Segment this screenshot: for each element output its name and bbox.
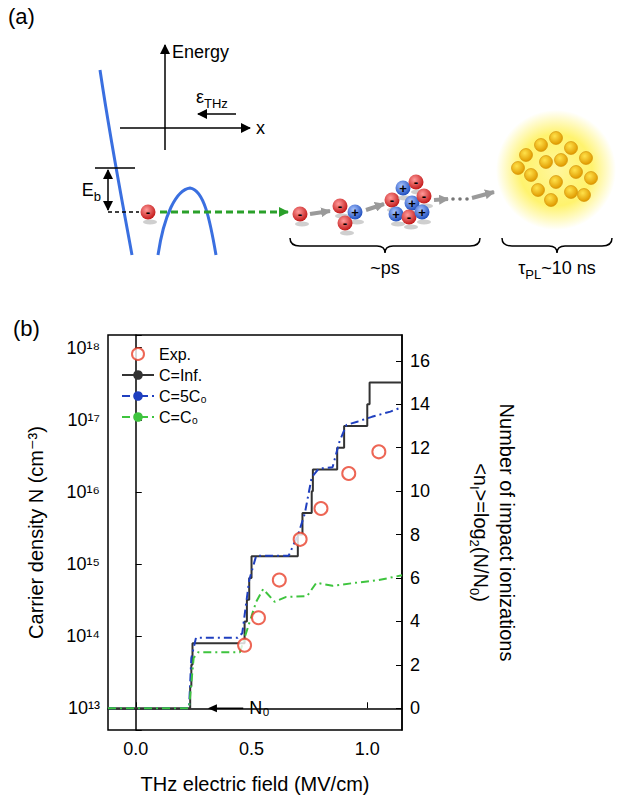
svg-text:12: 12 bbox=[410, 438, 430, 458]
svg-text:10¹⁶: 10¹⁶ bbox=[67, 482, 100, 502]
svg-text:-: - bbox=[343, 216, 347, 231]
svg-text:0.0: 0.0 bbox=[123, 739, 148, 759]
svg-text:16: 16 bbox=[410, 351, 430, 371]
svg-text:10¹⁴: 10¹⁴ bbox=[66, 626, 100, 646]
svg-text:-: - bbox=[407, 210, 411, 225]
svg-text:2: 2 bbox=[467, 540, 482, 547]
svg-text:8: 8 bbox=[410, 525, 420, 545]
svg-text:+: + bbox=[351, 205, 359, 220]
svg-text:-: - bbox=[422, 189, 426, 204]
svg-text:2: 2 bbox=[410, 655, 420, 675]
svg-text:0: 0 bbox=[410, 698, 420, 718]
svg-text:-: - bbox=[390, 193, 394, 208]
svg-text:10¹⁵: 10¹⁵ bbox=[67, 554, 100, 574]
svg-text:+: + bbox=[399, 181, 407, 196]
svg-text:0: 0 bbox=[467, 588, 482, 595]
svg-text:Eb: Eb bbox=[82, 180, 101, 204]
svg-text:C=Inf.: C=Inf. bbox=[159, 367, 202, 384]
svg-text:10¹⁸: 10¹⁸ bbox=[66, 338, 100, 358]
svg-text:N₀: N₀ bbox=[249, 698, 269, 718]
svg-text:Energy: Energy bbox=[172, 42, 229, 62]
svg-text:): ) bbox=[470, 595, 492, 602]
svg-text:x: x bbox=[256, 118, 265, 138]
svg-text:10¹⁷: 10¹⁷ bbox=[67, 410, 100, 430]
svg-text:-: - bbox=[146, 205, 150, 220]
svg-text:1.0: 1.0 bbox=[355, 739, 380, 759]
svg-text:10: 10 bbox=[410, 481, 430, 501]
svg-text:>=log: >=log bbox=[470, 490, 492, 540]
svg-text:(N/N: (N/N bbox=[470, 547, 492, 588]
svg-text:+: + bbox=[392, 207, 400, 222]
svg-text:(b): (b) bbox=[13, 316, 40, 341]
svg-text:τPL~10 ns: τPL~10 ns bbox=[518, 258, 596, 282]
svg-text:+: + bbox=[408, 196, 416, 211]
svg-text:4: 4 bbox=[410, 611, 420, 631]
svg-text:+: + bbox=[418, 205, 426, 220]
svg-text:I: I bbox=[467, 486, 482, 490]
svg-text:10¹³: 10¹³ bbox=[68, 698, 100, 718]
svg-text:C=C₀: C=C₀ bbox=[159, 409, 198, 426]
svg-text:<n: <n bbox=[470, 463, 492, 486]
svg-text:0.5: 0.5 bbox=[239, 739, 264, 759]
svg-text:-: - bbox=[414, 175, 418, 190]
svg-text:THz electric field (MV/cm): THz electric field (MV/cm) bbox=[141, 773, 370, 795]
svg-text:14: 14 bbox=[410, 394, 430, 414]
svg-text:-: - bbox=[338, 199, 342, 214]
svg-text:Number of impact ionizations: Number of impact ionizations bbox=[496, 404, 518, 662]
svg-text:-: - bbox=[298, 207, 302, 222]
svg-text:(a): (a) bbox=[8, 4, 35, 29]
svg-text:6: 6 bbox=[410, 568, 420, 588]
svg-text:εTHz: εTHz bbox=[196, 87, 228, 111]
svg-text:Exp.: Exp. bbox=[159, 346, 191, 363]
svg-text:~ps: ~ps bbox=[370, 258, 400, 278]
svg-text:Carrier density N (cm⁻³): Carrier density N (cm⁻³) bbox=[25, 426, 47, 639]
svg-text:C=5C₀: C=5C₀ bbox=[159, 388, 207, 405]
